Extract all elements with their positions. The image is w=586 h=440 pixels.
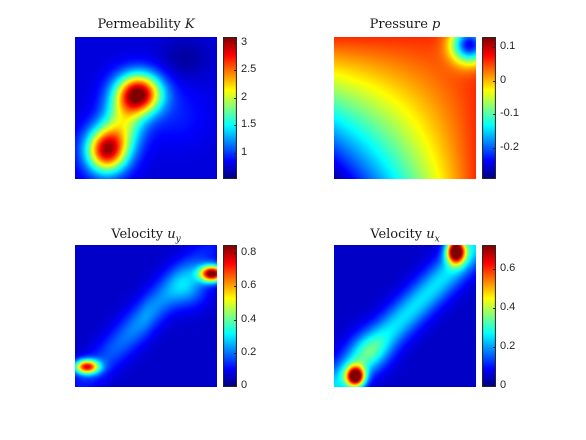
colorbar-tick-mark [493, 386, 496, 387]
colorbar-tick-label: 2 [241, 91, 248, 103]
velocity-uy-heatmap [75, 245, 217, 387]
permeability-title: Permeability K [97, 17, 195, 32]
permeability-colorbar [223, 37, 237, 179]
colorbar-tick-label: 0.1 [500, 40, 516, 52]
permeability-heatmap [75, 37, 217, 179]
colorbar-tick-label: 2.5 [241, 63, 257, 75]
colorbar-tick-label: 0 [500, 379, 507, 391]
colorbar-tick-mark [493, 269, 496, 270]
velocity-ux-colorbar [482, 245, 496, 387]
colorbar-tick-mark [493, 347, 496, 348]
pressure-title: Pressure p [369, 17, 441, 32]
colorbar-tick-label: 1.5 [241, 118, 257, 130]
colorbar-tick-mark [493, 148, 496, 149]
colorbar-tick-mark [234, 286, 237, 287]
colorbar-tick-label: -0.1 [500, 107, 519, 119]
colorbar-tick-label: 0.8 [241, 246, 257, 258]
colorbar-tick-mark [234, 153, 237, 154]
velocity-ux-title: Velocity ux [370, 227, 440, 245]
colorbar-tick-mark [493, 81, 496, 82]
colorbar-tick-label: 0.6 [500, 262, 516, 274]
colorbar-tick-mark [234, 43, 237, 44]
colorbar-tick-label: -0.2 [500, 141, 519, 153]
colorbar-tick-label: 0.2 [241, 346, 257, 358]
colorbar-tick-label: 0 [241, 379, 248, 391]
colorbar-tick-label: 0.4 [241, 313, 257, 325]
colorbar-tick-mark [493, 47, 496, 48]
colorbar-tick-mark [234, 70, 237, 71]
colorbar-tick-label: 0.4 [500, 301, 516, 313]
pressure-colorbar [482, 37, 496, 179]
pressure-heatmap [334, 37, 476, 179]
colorbar-tick-label: 0 [500, 74, 507, 86]
colorbar-tick-mark [234, 320, 237, 321]
velocity-uy-title: Velocity uy [111, 227, 181, 245]
colorbar-tick-label: 0.6 [241, 279, 257, 291]
colorbar-tick-mark [234, 386, 237, 387]
velocity-uy-colorbar [223, 245, 237, 387]
colorbar-tick-mark [234, 98, 237, 99]
colorbar-tick-label: 1 [241, 146, 248, 158]
colorbar-tick-label: 0.2 [500, 340, 516, 352]
colorbar-tick-mark [493, 114, 496, 115]
velocity-ux-heatmap [334, 245, 476, 387]
colorbar-tick-mark [234, 353, 237, 354]
colorbar-tick-mark [493, 308, 496, 309]
colorbar-tick-label: 3 [241, 36, 248, 48]
colorbar-tick-mark [234, 125, 237, 126]
colorbar-tick-mark [234, 253, 237, 254]
